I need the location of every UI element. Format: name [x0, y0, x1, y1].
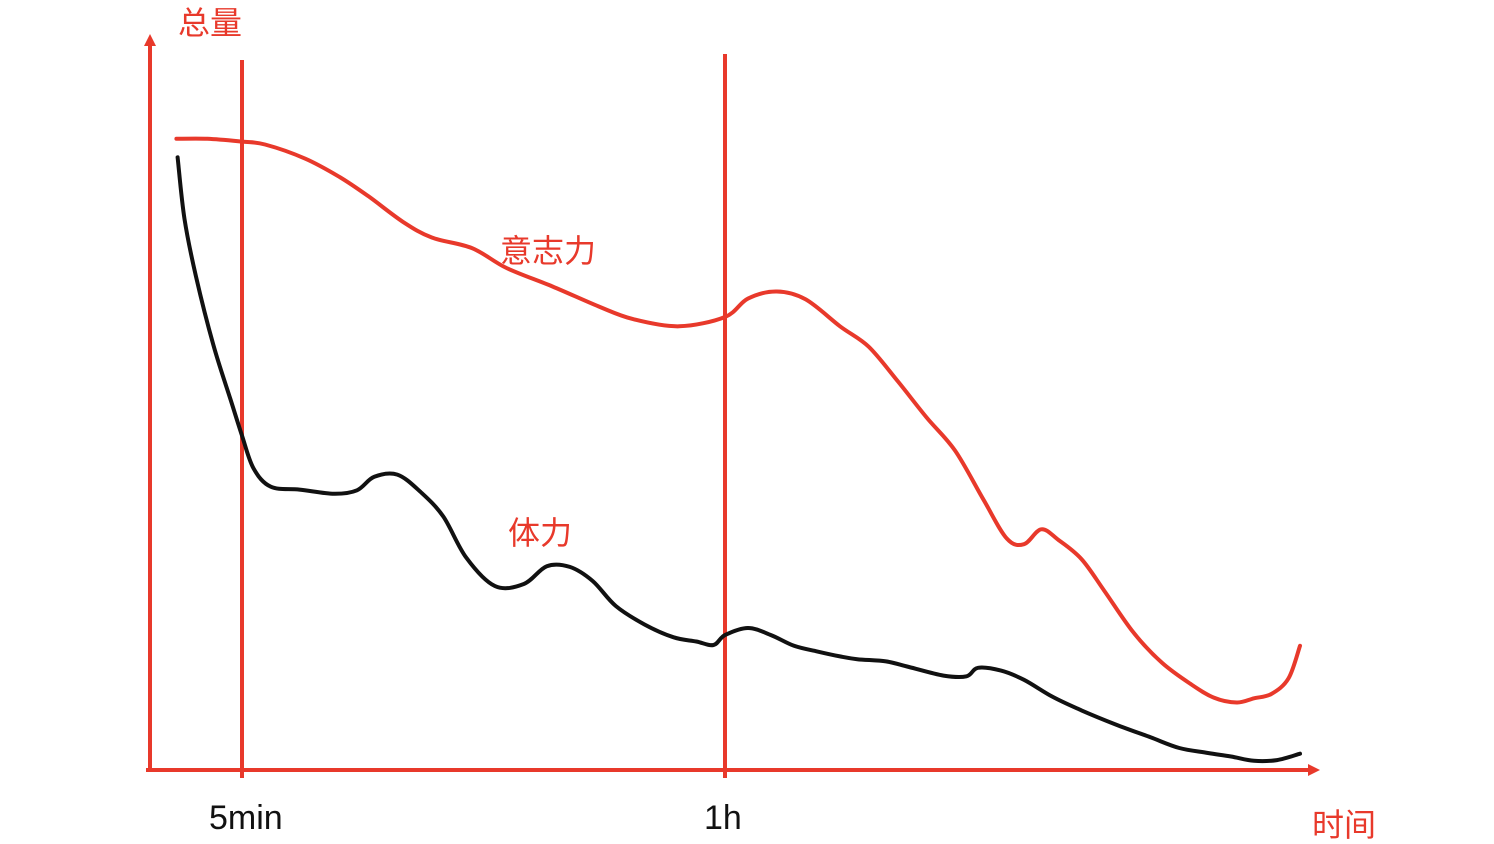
series-label-stamina: 体力	[508, 514, 572, 552]
axes	[144, 34, 1320, 776]
x-tick-label-1h: 1h	[704, 799, 742, 837]
series-line-stamina	[175, 155, 1302, 764]
y-axis-label: 总量	[178, 4, 242, 42]
time-markers	[240, 54, 727, 778]
x-axis-label: 时间	[1312, 806, 1376, 844]
series-lines	[174, 136, 1302, 764]
series-line-willpower	[174, 136, 1302, 705]
series-label-willpower: 意志力	[500, 232, 596, 270]
x-tick-label-5min: 5min	[209, 799, 283, 837]
